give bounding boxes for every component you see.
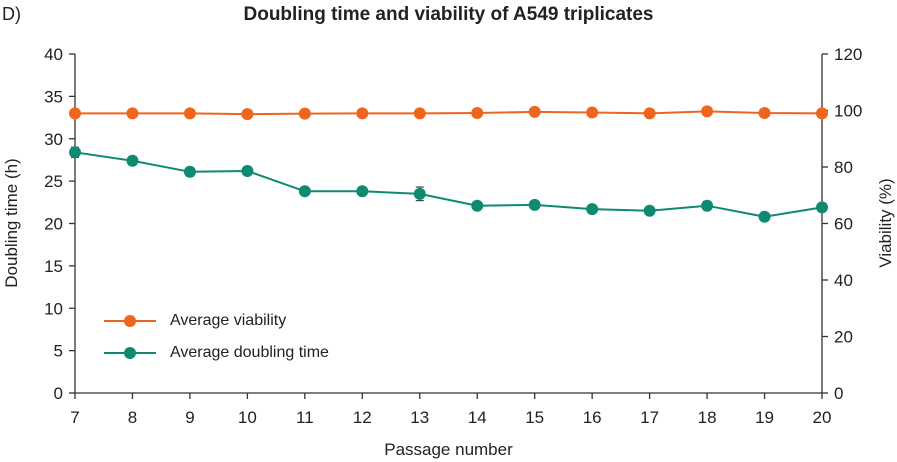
data-point-viability — [816, 107, 828, 120]
data-point-viability — [413, 107, 426, 120]
y-right-tick-label: 120 — [834, 45, 862, 64]
data-point-doubling-time — [471, 199, 484, 212]
y-axis-left-label: Doubling time (h) — [2, 158, 21, 288]
data-point-doubling-time — [356, 185, 369, 198]
y-right-tick-label: 80 — [834, 158, 853, 177]
legend-label-doubling-time: Average doubling time — [170, 344, 329, 361]
x-tick-label: 10 — [238, 408, 257, 427]
data-point-viability — [298, 107, 311, 120]
panel-label: D) — [2, 4, 21, 24]
y-left-tick-label: 30 — [44, 130, 63, 149]
data-point-viability — [126, 107, 139, 120]
y-right-tick-label: 20 — [834, 328, 853, 347]
y-axis-right-label: Viability (%) — [876, 178, 895, 268]
data-point-doubling-time — [413, 187, 426, 200]
y-left-tick-label: 5 — [54, 342, 63, 361]
x-tick-label: 13 — [410, 408, 429, 427]
x-tick-label: 8 — [128, 408, 137, 427]
legend-marker-doubling-time — [124, 347, 136, 359]
data-point-viability — [471, 107, 484, 120]
y-right-tick-label: 0 — [834, 384, 843, 403]
data-point-doubling-time — [643, 204, 656, 217]
y-left-tick-label: 25 — [44, 172, 63, 191]
data-point-viability — [758, 107, 771, 120]
y-left-tick-label: 0 — [54, 384, 63, 403]
data-point-doubling-time — [701, 199, 714, 212]
data-point-viability — [69, 107, 81, 120]
y-left-tick-label: 35 — [44, 87, 63, 106]
data-point-doubling-time — [298, 185, 311, 198]
data-point-doubling-time — [241, 164, 254, 177]
x-axis-label: Passage number — [384, 440, 513, 459]
series-line-doubling-time — [74, 151, 823, 218]
x-tick-label: 20 — [813, 408, 832, 427]
x-tick-label: 19 — [755, 408, 774, 427]
data-point-doubling-time — [69, 146, 81, 159]
y-left-tick-label: 15 — [44, 257, 63, 276]
x-tick-label: 11 — [296, 408, 314, 427]
data-point-viability — [643, 107, 656, 120]
data-point-doubling-time — [126, 154, 139, 167]
data-point-viability — [241, 108, 254, 121]
x-tick-label: 17 — [640, 408, 659, 427]
data-point-doubling-time — [816, 201, 828, 214]
y-right-tick-label: 40 — [834, 271, 853, 290]
legend-marker-viability — [124, 315, 136, 327]
y-left-tick-label: 40 — [44, 45, 63, 64]
x-tick-label: 12 — [353, 408, 372, 427]
series-line-viability — [75, 110, 823, 116]
data-point-doubling-time — [586, 203, 599, 216]
data-point-viability — [356, 107, 369, 120]
x-tick-label: 18 — [698, 408, 717, 427]
y-left-tick-label: 20 — [44, 215, 63, 234]
data-point-viability — [701, 105, 714, 118]
x-tick-label: 7 — [70, 408, 79, 427]
y-right-tick-label: 60 — [834, 215, 853, 234]
x-tick-label: 9 — [185, 408, 194, 427]
data-point-viability — [528, 105, 541, 118]
data-point-doubling-time — [528, 198, 541, 211]
legend-label-viability: Average viability — [170, 312, 287, 329]
y-left-tick-label: 10 — [44, 299, 63, 318]
x-tick-label: 15 — [525, 408, 544, 427]
x-tick-label: 16 — [583, 408, 602, 427]
data-point-viability — [183, 107, 196, 120]
chart-title: Doubling time and viability of A549 trip… — [243, 4, 654, 25]
data-point-doubling-time — [758, 210, 771, 223]
data-point-doubling-time — [183, 165, 196, 178]
data-point-viability — [586, 106, 599, 119]
y-right-tick-label: 100 — [834, 102, 862, 121]
x-tick-label: 14 — [468, 408, 487, 427]
